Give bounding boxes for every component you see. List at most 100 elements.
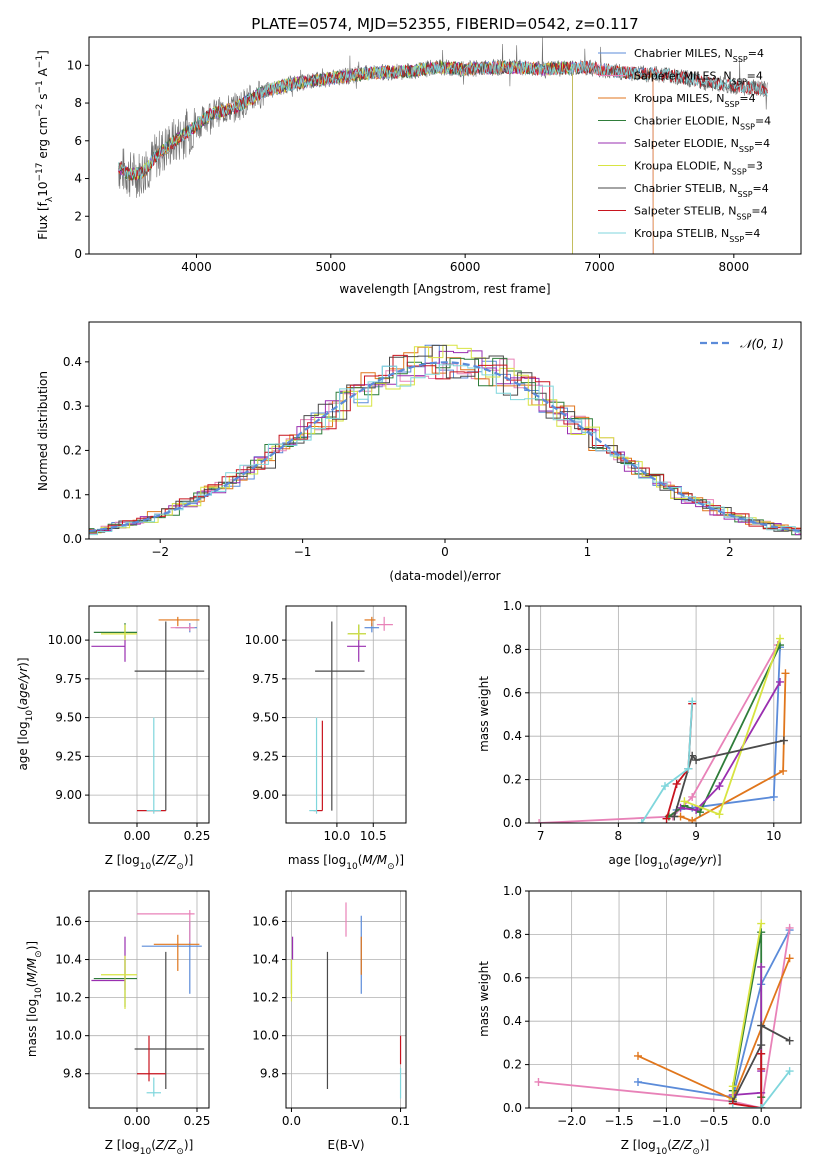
spectrum-ylabel-part: 10 <box>36 182 50 197</box>
mass_vs_EBV-plot-area <box>290 902 402 1099</box>
weight-marker <box>688 697 697 706</box>
mass-vs-z-xlabel-part: ⊙ <box>176 1147 184 1157</box>
age-vs-z-xlabel-part: ⊙ <box>176 862 184 872</box>
spectrum-ylabel-part: −17 <box>35 163 45 182</box>
legend-entry: Chabrier ELODIE, NSSP=4 <box>634 115 771 132</box>
age-vs-mass-xlabel-part: ⊙ <box>387 862 395 872</box>
mass-vs-z-xlabel-part: Z [log <box>105 1138 140 1152</box>
age-vs-z-xlabel: Z [log10(Z/Z⊙)] <box>105 853 194 872</box>
legend-entry: Chabrier MILES, NSSP=4 <box>634 47 764 64</box>
weight-marker <box>633 1077 642 1086</box>
mass_vs_Z-xtick-label: 0.25 <box>184 1114 211 1128</box>
residuals-xtick-label: 2 <box>726 545 734 559</box>
errorbar-point-kroupa-stelib <box>146 717 161 814</box>
mass_weight_vs_age-xtick-label: 9 <box>692 829 700 843</box>
weight-marker <box>684 764 693 773</box>
weight-series-kroupa-stelib <box>637 697 697 823</box>
age-vs-z-xlabel-part: ( <box>151 853 156 867</box>
legend-text: =4 <box>754 137 770 150</box>
weight-vs-z-xlabel-part: Z [log <box>621 1138 656 1152</box>
weight-vs-z-xlabel: Z [log10(Z/Z⊙)] <box>621 1138 710 1157</box>
legend-entry: Chabrier STELIB, NSSP=4 <box>634 182 769 199</box>
residuals-ytick-label: 0.4 <box>63 355 82 369</box>
spectrum-xtick-label: 8000 <box>719 260 750 274</box>
errorbar-point-chabrier-elodie <box>93 623 137 639</box>
legend-text: =4 <box>739 92 755 105</box>
errorbar-point-salpeter-miles <box>137 910 195 943</box>
age-vs-mass-xlabel-part: mass [log <box>288 853 346 867</box>
model-spectrum-kroupa-elodie <box>118 59 573 254</box>
mass_weight_vs_age-plot-area <box>535 634 790 823</box>
weight-series-salpeter-elodie <box>676 677 785 814</box>
normal-distribution-curve <box>89 361 801 533</box>
weight-vs-age-ylabel: mass weight <box>477 676 491 752</box>
weight-vs-age-xlabel-part: age/yr <box>674 853 713 867</box>
weight-vs-z-xlabel-part: 10 <box>656 1147 668 1157</box>
mass_weight_vs_age-ytick-label: 0.6 <box>503 686 522 700</box>
weight-vs-z-xlabel-part: ( <box>667 1138 672 1152</box>
mass_weight_vs_age-ytick-label: 1.0 <box>503 599 522 613</box>
legend-sub: SSP <box>729 235 744 244</box>
mass_vs_Z-axes: 0.00 0.25 9.8 10.0 10.2 10.4 10.6 <box>55 890 211 1128</box>
weight-marker <box>785 923 794 932</box>
legend-entry: Salpeter ELODIE, NSSP=4 <box>634 137 770 154</box>
spectrum-ytick-label: 2 <box>74 209 82 223</box>
weight-series-chabrier-elodie <box>664 641 785 821</box>
age_vs_Z-axes: 0.00 0.25 9.00 9.25 9.50 9.75 10.00 <box>48 605 211 843</box>
age_vs_Z-xtick-label: 0.25 <box>184 829 211 843</box>
weight-line <box>640 701 694 823</box>
mass_weight_vs_age-ytick-label: 0.4 <box>503 729 522 743</box>
weight-vs-age-xlabel: age [log10(age/yr)] <box>608 853 721 872</box>
age-vs-mass-xlabel-part: ( <box>358 853 363 867</box>
model-spectrum-kroupa-stelib <box>118 59 768 180</box>
weight-line <box>732 1070 791 1108</box>
weight-marker <box>779 766 788 775</box>
mass-vs-z-ylabel-part: ( <box>25 983 39 988</box>
mass_vs_Z-plot-area <box>91 910 205 1097</box>
spectrum-ylabel-part: −1 <box>35 80 45 93</box>
age-vs-mass-xlabel-part: )] <box>395 853 404 867</box>
weight-marker <box>715 810 724 819</box>
spectrum-xtick-label: 6000 <box>450 260 481 274</box>
legend-text: =4 <box>747 70 763 83</box>
weight-marker <box>633 1051 642 1060</box>
residuals-axes: −2 −1 0 1 2 0.0 0.1 0.2 0.3 0.4 <box>63 321 802 559</box>
age-vs-mass-xlabel: mass [log10(M/M⊙)] <box>288 853 404 872</box>
model-spectrum-chabrier-stelib <box>118 60 768 182</box>
spectrum-ylabel-part: Flux [f <box>36 201 50 239</box>
legend-sub: SSP <box>739 145 754 154</box>
residuals-ytick-label: 0.2 <box>63 443 82 457</box>
age_vs_mass-ytick-label: 9.00 <box>252 788 279 802</box>
age_vs_mass-xtick-label: 10.0 <box>324 829 351 843</box>
legend-entry: Kroupa ELODIE, NSSP=3 <box>634 160 763 177</box>
residuals-plot-area <box>89 344 801 536</box>
mass_vs_Z-ytick-label: 9.8 <box>63 1067 82 1081</box>
legend-text: Chabrier STELIB, N <box>634 182 738 195</box>
spectrum-ytick-label: 10 <box>67 58 82 72</box>
spectrum-ylabel-part: s <box>36 94 50 104</box>
residuals-xtick-label: 1 <box>584 545 592 559</box>
residuals-xlabel: (data-model)/error <box>389 569 500 583</box>
mass_weight_vs_Z-xtick-label: −1.0 <box>652 1114 681 1128</box>
histogram-salpeter-stelib <box>89 354 801 532</box>
mass_vs_EBV-axes: 0.0 0.1 9.8 10.0 10.2 10.4 10.6 <box>252 890 410 1128</box>
legend-text: Chabrier ELODIE, N <box>634 115 740 128</box>
age_vs_Z-frame <box>88 605 210 824</box>
weight-marker <box>692 805 701 814</box>
mass_weight_vs_Z-ytick-label: 0.8 <box>503 927 522 941</box>
legend-text: Kroupa ELODIE, N <box>634 160 732 173</box>
age_vs_Z-ytick-label: 10.00 <box>48 633 82 647</box>
residuals-ytick-label: 0.1 <box>63 488 82 502</box>
age-vs-z-ylabel-part: ( <box>16 705 30 710</box>
spectrum-ytick-label: 4 <box>74 172 82 186</box>
mass_weight_vs_age-xtick-label: 8 <box>615 829 623 843</box>
residuals-xtick-label: −2 <box>151 545 169 559</box>
spectrum-ylabel-part: A <box>36 67 50 80</box>
mass_weight_vs_Z-xtick-label: −0.5 <box>699 1114 728 1128</box>
mass_weight_vs_Z-plot-area <box>534 919 794 1108</box>
chart-title: PLATE=0574, MJD=52355, FIBERID=0542, z=0… <box>251 15 638 33</box>
mass_vs_EBV-ytick-label: 10.2 <box>252 991 279 1005</box>
age-vs-z-ylabel-part: age [log <box>16 721 30 770</box>
age_vs_Z-plot-area <box>91 616 205 814</box>
weight-series-chabrier-stelib <box>728 1021 794 1106</box>
